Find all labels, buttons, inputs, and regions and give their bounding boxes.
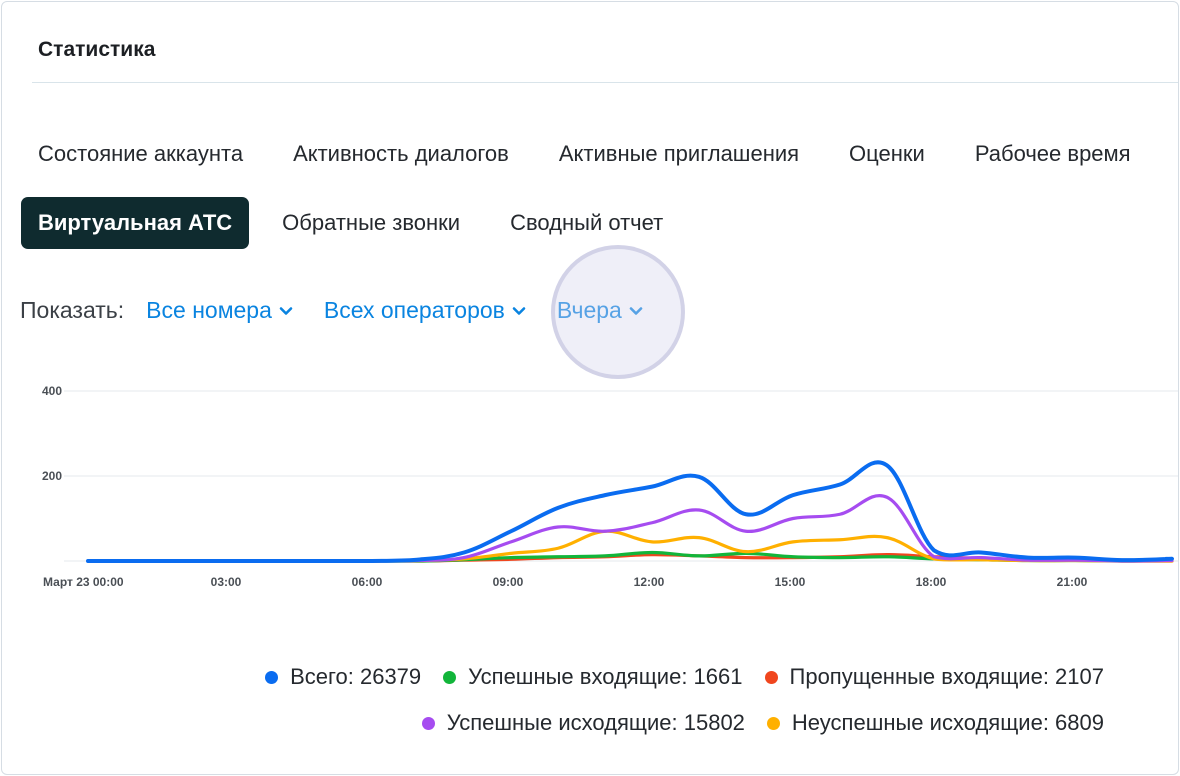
legend-label-outgoing-success: Успешные исходящие: 15802 <box>446 710 745 735</box>
legend-dot-incoming-missed <box>764 670 778 684</box>
report-tabs-row-1: Состояние аккаунта Активность диалогов А… <box>38 141 1131 167</box>
legend-dot-outgoing-success <box>421 716 435 730</box>
tab-ratings[interactable]: Оценки <box>849 141 925 166</box>
chevron-down-icon <box>279 306 293 315</box>
legend-incoming-success[interactable]: Успешные входящие: 1661 <box>443 664 743 690</box>
chart-legend: Всего: 26379 Успешные входящие: 1661 Про… <box>2 654 1178 746</box>
tab-summary-report[interactable]: Сводный отчет <box>510 210 664 235</box>
y-axis: 200 400 <box>42 384 62 483</box>
legend-label-outgoing-failed: Неуспешные исходящие: 6809 <box>791 710 1104 735</box>
x-tick-label: 15:00 <box>775 575 806 589</box>
legend-label-incoming-success: Успешные входящие: 1661 <box>468 664 743 689</box>
period-dropdown[interactable]: Вчера <box>557 297 644 324</box>
tab-virtual-pbx[interactable]: Виртуальная АТС <box>21 197 250 249</box>
chart-series <box>86 460 1174 563</box>
operators-dropdown[interactable]: Всех операторов <box>324 297 527 324</box>
operators-dropdown-label: Всех операторов <box>323 297 505 323</box>
legend-dot-total <box>265 670 279 684</box>
numbers-dropdown-label: Все номера <box>146 297 272 323</box>
page-title: Статистика <box>38 38 156 61</box>
legend-label-incoming-missed: Пропущенные входящие: 2107 <box>789 664 1104 689</box>
x-tick-label: 06:00 <box>352 575 383 589</box>
period-dropdown-label: Вчера <box>556 297 622 323</box>
legend-dot-outgoing-failed <box>766 716 780 730</box>
chevron-down-icon <box>629 306 643 315</box>
tab-account-status[interactable]: Состояние аккаунта <box>38 141 244 166</box>
x-tick-label: Март 23 00:00 <box>43 575 124 589</box>
y-tick-label: 400 <box>42 384 62 398</box>
y-tick-label: 200 <box>42 469 62 483</box>
x-tick-label: 18:00 <box>916 575 947 589</box>
x-tick-label: 09:00 <box>493 575 524 589</box>
tab-active-invitations[interactable]: Активные приглашения <box>558 141 800 166</box>
x-tick-label: 21:00 <box>1057 575 1088 589</box>
legend-incoming-missed[interactable]: Пропущенные входящие: 2107 <box>764 664 1104 690</box>
tab-callbacks[interactable]: Обратные звонки <box>282 210 461 235</box>
report-tabs-row-2: Виртуальная АТС Обратные звонки Сводный … <box>21 197 713 249</box>
x-tick-label: 03:00 <box>211 575 242 589</box>
filters-label: Показать: <box>20 297 125 323</box>
tab-dialog-activity[interactable]: Активность диалогов <box>293 141 509 166</box>
series-line-out_ok <box>86 494 1174 563</box>
legend-outgoing-success[interactable]: Успешные исходящие: 15802 <box>421 710 745 736</box>
legend-total[interactable]: Всего: 26379 <box>265 664 421 690</box>
x-tick-label: 12:00 <box>634 575 665 589</box>
x-axis: Март 23 00:00 03:00 06:00 09:00 12:00 15:00 18… <box>43 575 1088 589</box>
filters-bar: Показать: Все номера Всех операторов Вче… <box>20 297 674 324</box>
title-divider <box>32 82 1178 83</box>
chevron-down-icon <box>512 306 526 315</box>
legend-dot-incoming-success <box>443 670 457 684</box>
series-line-total <box>86 460 1174 563</box>
chart-grid <box>64 390 1178 562</box>
legend-outgoing-failed[interactable]: Неуспешные исходящие: 6809 <box>766 710 1104 736</box>
tab-working-time[interactable]: Рабочее время <box>974 141 1131 166</box>
numbers-dropdown[interactable]: Все номера <box>146 297 294 324</box>
calls-line-chart: 200 400 Март 23 00:00 03:00 06:00 09:00 12:00… <box>42 384 1178 589</box>
legend-label-total: Всего: 26379 <box>290 664 422 689</box>
